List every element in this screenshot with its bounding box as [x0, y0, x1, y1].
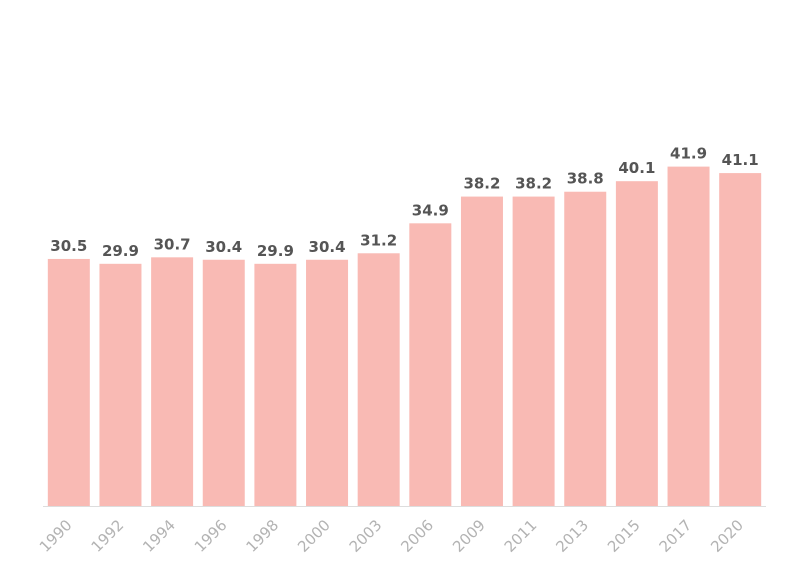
x-tick-label-1990: 1990	[36, 516, 76, 556]
x-tick-label-2020: 2020	[707, 516, 747, 556]
value-label-2013: 38.8	[567, 170, 604, 188]
value-label-1994: 30.7	[154, 235, 191, 253]
x-tick-label-2009: 2009	[449, 516, 489, 556]
bar-1996	[202, 259, 245, 506]
x-tick-label-1996: 1996	[191, 516, 231, 556]
value-label-2017: 41.9	[670, 145, 707, 163]
value-label-2009: 38.2	[463, 175, 500, 193]
bar-2013	[564, 191, 607, 506]
value-label-2020: 41.1	[722, 151, 759, 169]
value-label-2015: 40.1	[618, 159, 655, 177]
x-tick-label-2003: 2003	[346, 516, 386, 556]
x-tick-label-2017: 2017	[656, 516, 696, 556]
value-label-1992: 29.9	[102, 242, 139, 260]
value-labels-group: 30.5 29.9 30.7 30.4 29.9 30.4 31.2 34.9 38.2 38.2…	[50, 145, 758, 260]
bar-1992	[99, 263, 142, 506]
x-tick-label-2011: 2011	[501, 516, 541, 556]
value-label-1996: 30.4	[205, 238, 242, 256]
bar-2020	[719, 173, 762, 506]
value-label-1998: 29.9	[257, 242, 294, 260]
x-tick-label-1992: 1992	[88, 516, 128, 556]
x-tick-label-2000: 2000	[294, 516, 334, 556]
bars-group	[47, 166, 762, 507]
value-label-2006: 34.9	[412, 201, 449, 219]
bar-2011	[512, 196, 555, 506]
bar-2003	[357, 253, 400, 506]
value-label-2003: 31.2	[360, 231, 397, 249]
x-tick-labels-group: 1990 1992 1994 1996 1998 2000 2003 2006 2009 2011…	[36, 516, 747, 556]
bar-2009	[460, 196, 503, 506]
x-tick-label-1998: 1998	[242, 516, 282, 556]
bar-2017	[667, 166, 710, 507]
bar-2000	[306, 259, 349, 506]
x-tick-label-2013: 2013	[552, 516, 592, 556]
bar-2015	[615, 181, 658, 506]
x-tick-label-2006: 2006	[397, 516, 437, 556]
bar-1990	[47, 258, 90, 506]
value-label-2011: 38.2	[515, 175, 552, 193]
value-label-2000: 30.4	[309, 238, 346, 256]
x-tick-label-1994: 1994	[139, 516, 179, 556]
x-tick-label-2015: 2015	[604, 516, 644, 556]
value-label-1990: 30.5	[50, 237, 87, 255]
bar-1998	[254, 263, 297, 506]
bar-1994	[151, 257, 194, 506]
bar-2006	[409, 223, 452, 506]
